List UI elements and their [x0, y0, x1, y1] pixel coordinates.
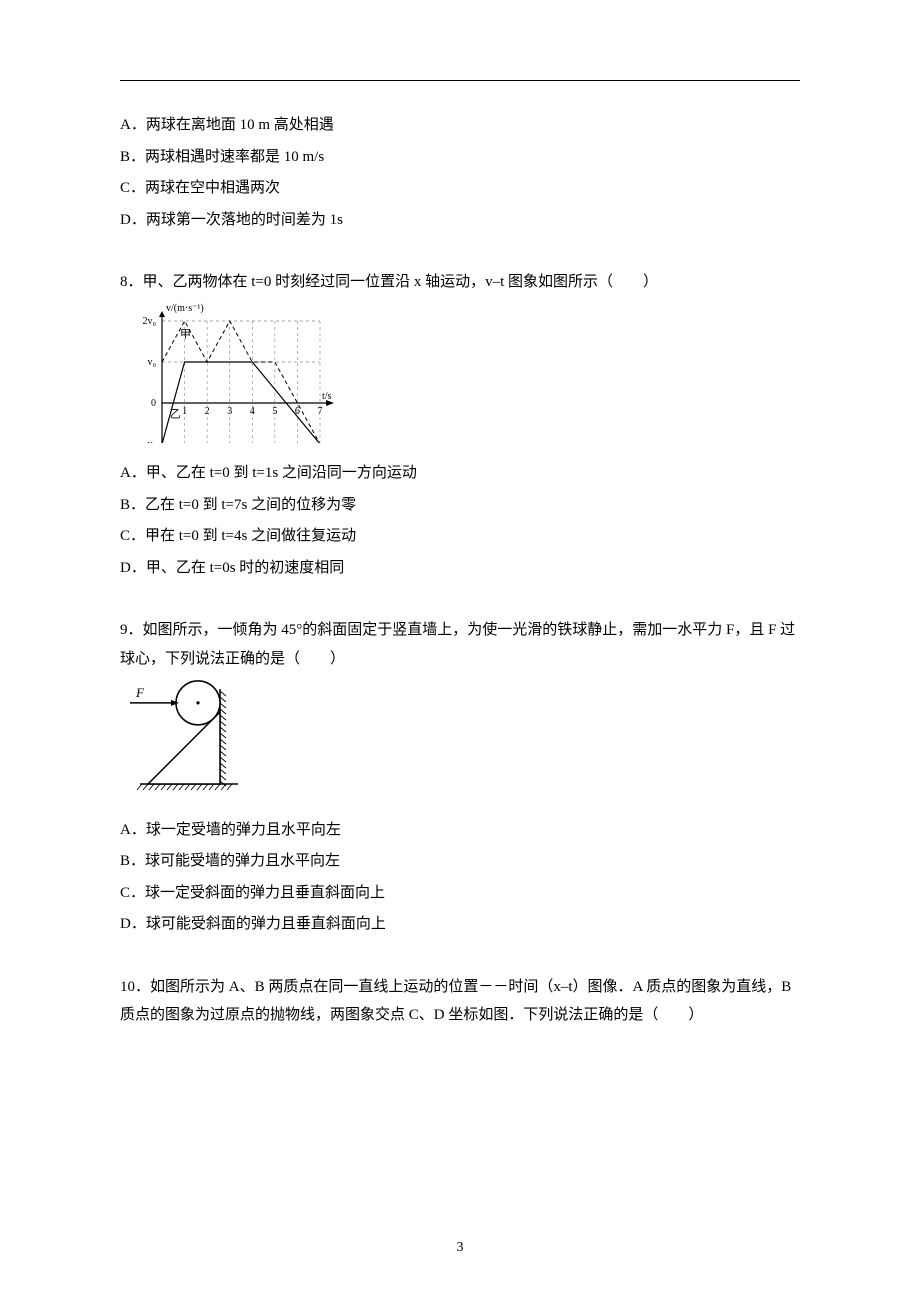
- svg-text:4: 4: [250, 406, 255, 417]
- svg-text:甲: 甲: [180, 328, 191, 340]
- q8-option-d: D．甲、乙在 t=0s 时的初速度相同: [120, 554, 800, 583]
- svg-text:F: F: [135, 685, 145, 700]
- q8-option-c: C．甲在 t=0 到 t=4s 之间做往复运动: [120, 522, 800, 551]
- svg-text:0: 0: [151, 398, 156, 409]
- q8-option-a: A．甲、乙在 t=0 到 t=1s 之间沿同一方向运动: [120, 459, 800, 488]
- page-number: 3: [0, 1235, 920, 1262]
- svg-text:v₀: v₀: [148, 357, 157, 368]
- svg-text:2: 2: [205, 406, 210, 417]
- top-rule: [120, 80, 800, 81]
- q8-option-b: B．乙在 t=0 到 t=7s 之间的位移为零: [120, 491, 800, 520]
- svg-text:7: 7: [318, 406, 323, 417]
- q9-stem: 9．如图所示，一倾角为 45°的斜面固定于竖直墙上，为使一光滑的铁球静止，需加一…: [120, 616, 800, 673]
- q7-option-c: C．两球在空中相遇两次: [120, 174, 800, 203]
- q7-option-a: A．两球在离地面 10 m 高处相遇: [120, 111, 800, 140]
- q9-option-d: D．球可能受斜面的弹力且垂直斜面向上: [120, 910, 800, 939]
- svg-text:-v₀: -v₀: [144, 439, 156, 443]
- q9-option-c: C．球一定受斜面的弹力且垂直斜面向上: [120, 879, 800, 908]
- q7-option-d: D．两球第一次落地的时间差为 1s: [120, 206, 800, 235]
- svg-text:3: 3: [227, 406, 232, 417]
- q9-diagram: F: [120, 679, 800, 810]
- svg-text:1: 1: [182, 406, 187, 417]
- q7-option-b: B．两球相遇时速率都是 10 m/s: [120, 143, 800, 172]
- q8-stem: 8．甲、乙两物体在 t=0 时刻经过同一位置沿 x 轴运动，v–t 图象如图所示…: [120, 268, 800, 297]
- q9-option-b: B．球可能受墙的弹力且水平向左: [120, 847, 800, 876]
- svg-text:5: 5: [272, 406, 277, 417]
- svg-text:乙: 乙: [170, 407, 181, 420]
- q8-chart: v/(m·s⁻¹)t/s-v₀0v₀2v₀1234567甲乙: [120, 303, 800, 454]
- svg-text:2v₀: 2v₀: [143, 316, 157, 327]
- q10-stem: 10．如图所示为 A、B 两质点在同一直线上运动的位置－－时间（x–t）图像．A…: [120, 973, 800, 1030]
- q9-option-a: A．球一定受墙的弹力且水平向左: [120, 816, 800, 845]
- svg-text:v/(m·s⁻¹): v/(m·s⁻¹): [166, 303, 204, 314]
- svg-text:t/s: t/s: [322, 391, 332, 402]
